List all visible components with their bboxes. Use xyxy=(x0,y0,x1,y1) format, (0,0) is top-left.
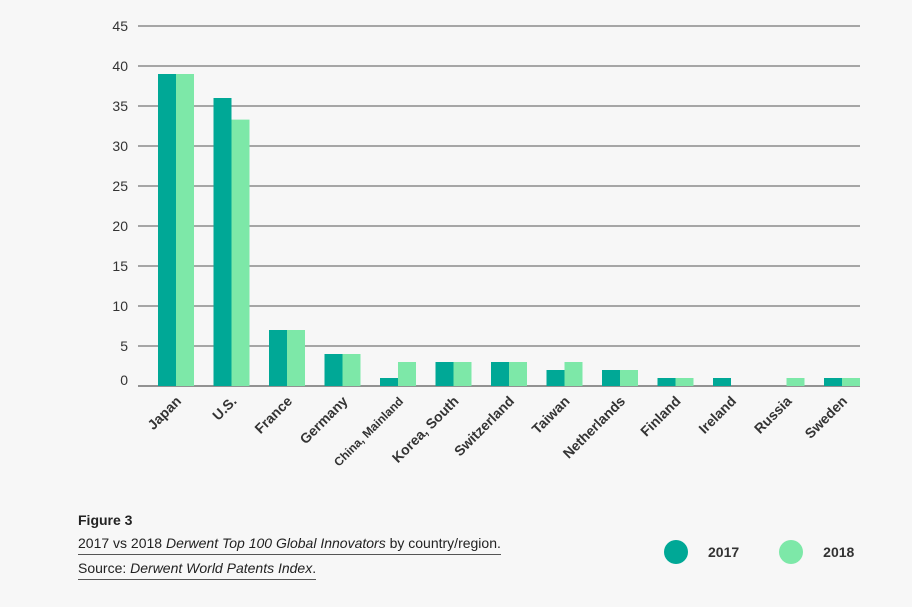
bar-2018-russia xyxy=(786,378,805,386)
y-tick-label: 45 xyxy=(112,18,128,34)
y-tick-label: 10 xyxy=(112,298,128,314)
y-tick-label: 40 xyxy=(112,58,128,74)
bar-2018-netherlands xyxy=(620,370,638,386)
y-tick-label: 5 xyxy=(120,338,128,354)
x-tick-label: Germany xyxy=(296,393,350,447)
x-tick-label: Finland xyxy=(637,393,684,440)
bar-2017-ireland xyxy=(713,378,731,386)
legend-label-2017: 2017 xyxy=(708,544,740,560)
bar-2018-u-s- xyxy=(231,119,250,386)
caption-line-1-prefix: 2017 vs 2018 xyxy=(78,535,166,551)
bar-2017-sweden xyxy=(824,378,842,386)
caption-line-1-italic: Derwent Top 100 Global Innovators xyxy=(165,535,386,551)
x-tick-label: U.S. xyxy=(209,393,240,424)
chart-legend: 2017 2018 xyxy=(664,540,854,564)
figure-label: Figure 3 xyxy=(78,512,133,528)
bar-2018-korea-south xyxy=(453,362,472,386)
bar-2017-netherlands xyxy=(602,370,620,386)
x-tick-label: Ireland xyxy=(695,393,739,437)
bar-2018-china-mainland xyxy=(398,362,416,386)
x-tick-label: Russia xyxy=(751,393,795,437)
figure-caption: Figure 3 2017 vs 2018 Derwent Top 100 Gl… xyxy=(78,512,558,580)
bar-2018-france xyxy=(287,330,305,386)
bar-2017-germany xyxy=(324,354,343,386)
legend-item-2018: 2018 xyxy=(779,540,854,564)
caption-line-2: Source: Derwent World Patents Index. xyxy=(78,557,317,580)
bar-2017-taiwan xyxy=(546,370,565,386)
x-tick-label: Switzerland xyxy=(451,393,517,459)
bar-2018-japan xyxy=(176,74,194,386)
y-tick-label: 25 xyxy=(112,178,128,194)
caption-line-2-prefix: Source: xyxy=(78,560,131,576)
y-tick-label: 20 xyxy=(112,218,128,234)
bar-2018-germany xyxy=(342,354,361,386)
legend-swatch-2017 xyxy=(664,540,688,564)
bar-2017-u-s- xyxy=(213,98,232,386)
caption-line-1: 2017 vs 2018 Derwent Top 100 Global Inno… xyxy=(78,532,501,555)
bar-2017-japan xyxy=(158,74,176,386)
bar-chart: 0 5 10 15 20 25 30 35 40 45 Japan U.S. France Germany… xyxy=(112,18,860,469)
y-tick-label: 35 xyxy=(112,98,128,114)
bar-2018-taiwan xyxy=(564,362,583,386)
caption-line-1-suffix: by country/region. xyxy=(385,535,501,551)
y-tick-label: 0 xyxy=(120,372,128,388)
x-tick-label: France xyxy=(251,393,295,437)
bar-2018-switzerland xyxy=(509,362,527,386)
y-tick-label: 30 xyxy=(112,138,128,154)
y-tick-label: 15 xyxy=(112,258,128,274)
x-tick-label: Taiwan xyxy=(528,393,572,437)
legend-label-2018: 2018 xyxy=(823,544,855,560)
x-tick-label: Japan xyxy=(144,393,184,433)
legend-swatch-2018 xyxy=(779,540,804,564)
x-tick-label: Sweden xyxy=(801,393,850,442)
bar-2018-sweden xyxy=(842,378,860,386)
caption-line-2-italic: Derwent World Patents Index xyxy=(130,560,313,576)
legend-item-2017: 2017 xyxy=(664,540,739,564)
bar-2017-korea-south xyxy=(435,362,454,386)
bar-2017-china-mainland xyxy=(380,378,398,386)
caption-line-2-suffix: . xyxy=(312,560,317,576)
bar-2017-france xyxy=(269,330,287,386)
bar-2017-switzerland xyxy=(491,362,509,386)
bar-2018-finland xyxy=(675,378,694,386)
bar-2017-finland xyxy=(657,378,676,386)
